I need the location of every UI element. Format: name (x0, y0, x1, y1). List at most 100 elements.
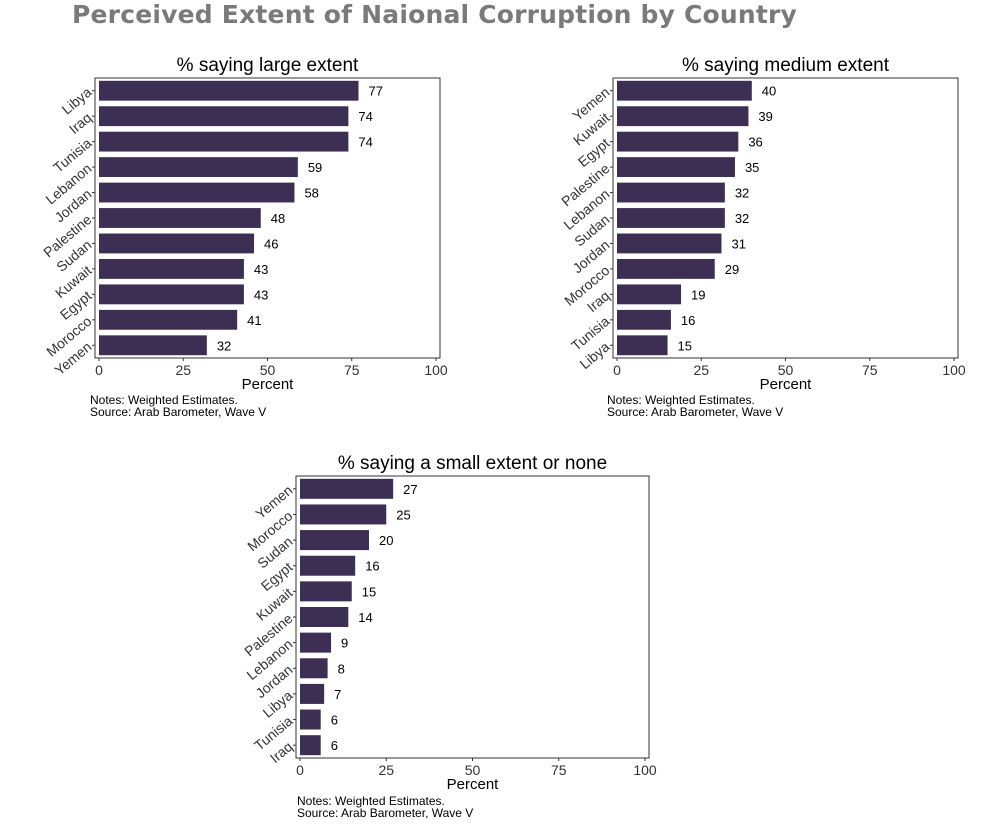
notes-large-extent: Notes: Weighted Estimates. Source: Arab … (90, 394, 266, 418)
bar (300, 478, 394, 499)
bar (99, 335, 207, 356)
bar (300, 607, 349, 627)
data-label: 29 (725, 262, 739, 277)
bar (617, 233, 722, 254)
x-tick-label: 75 (862, 362, 878, 378)
data-label: 43 (254, 262, 268, 277)
source-text: Source: Arab Barometer, Wave V (607, 405, 784, 419)
x-tick-label: 100 (633, 762, 657, 778)
data-label: 20 (379, 533, 393, 548)
data-label: 14 (358, 610, 372, 625)
chart-title: % saying large extent (177, 55, 359, 76)
data-label: 8 (338, 661, 345, 676)
source-text: Source: Arab Barometer, Wave V (90, 405, 267, 419)
notes-text: Notes: Weighted Estimates. (607, 393, 755, 407)
bar (617, 284, 682, 305)
data-label: 40 (762, 84, 776, 99)
bar (300, 683, 325, 704)
x-tick-label: 25 (693, 362, 709, 378)
data-label: 77 (368, 84, 382, 99)
data-label: 16 (681, 313, 695, 328)
chart-title: % saying medium extent (682, 55, 890, 76)
data-label: 6 (331, 713, 338, 728)
data-label: 35 (745, 160, 759, 175)
bar (300, 709, 321, 730)
x-tick-label: 25 (175, 362, 191, 378)
data-label: 27 (403, 482, 417, 497)
bar (99, 106, 349, 127)
bar (617, 258, 715, 279)
data-label: 58 (304, 186, 318, 201)
bar (617, 106, 749, 127)
bar (300, 504, 387, 525)
chart-medium-extent: % saying medium extent 40 Yemen 39 Kuwait 36 E… (530, 50, 966, 395)
notes-text: Notes: Weighted Estimates. (297, 794, 445, 808)
x-tick-label: 100 (424, 362, 448, 378)
x-axis-label: Percent (760, 376, 813, 393)
data-label: 6 (331, 738, 338, 753)
bar (617, 335, 668, 356)
data-label: 43 (254, 287, 268, 302)
data-label: 39 (758, 109, 772, 124)
bar (617, 157, 735, 178)
bar (99, 157, 298, 178)
bar (99, 80, 359, 101)
data-label: 48 (271, 211, 285, 226)
bar (300, 581, 352, 602)
bar (99, 233, 255, 254)
data-label: 15 (678, 338, 692, 353)
data-label: 7 (334, 687, 341, 702)
data-label: 25 (396, 507, 410, 522)
x-tick-label: 75 (344, 362, 360, 378)
bar (617, 208, 725, 228)
data-label: 41 (247, 313, 261, 328)
x-tick-label: 25 (378, 762, 394, 778)
bar (300, 735, 321, 756)
bar (617, 309, 671, 330)
chart-title: % saying a small extent or none (338, 453, 607, 474)
source-text: Source: Arab Barometer, Wave V (297, 806, 474, 820)
notes-small-extent: Notes: Weighted Estimates. Source: Arab … (297, 795, 473, 819)
data-label: 32 (735, 211, 749, 226)
x-tick-label: 0 (613, 362, 621, 378)
data-label: 36 (748, 135, 762, 150)
chart-large-extent: % saying large extent 77 Libya 74 Iraq 74 Tuni… (20, 50, 448, 395)
data-label: 15 (362, 584, 376, 599)
x-tick-label: 0 (95, 362, 103, 378)
main-title: Perceived Extent of Naional Corruption b… (72, 0, 798, 29)
notes-medium-extent: Notes: Weighted Estimates. Source: Arab … (607, 394, 783, 418)
data-label: 16 (365, 559, 379, 574)
data-label: 19 (691, 287, 705, 302)
bar (99, 309, 238, 330)
bar (99, 284, 244, 305)
x-tick-label: 50 (260, 362, 276, 378)
notes-text: Notes: Weighted Estimates. (90, 393, 238, 407)
bar (99, 131, 349, 152)
x-tick-label: 50 (465, 762, 481, 778)
bar (300, 632, 332, 653)
chart-small-extent: % saying a small extent or none 27 Yemen 25… (228, 448, 658, 793)
data-label: 31 (731, 236, 745, 251)
x-tick-label: 75 (551, 762, 567, 778)
bar (99, 208, 261, 228)
data-label: 32 (735, 186, 749, 201)
x-tick-label: 100 (942, 362, 966, 378)
bar (617, 80, 752, 101)
data-label: 74 (358, 135, 372, 150)
x-tick-label: 50 (778, 362, 794, 378)
data-label: 9 (341, 636, 348, 651)
data-label: 59 (308, 160, 322, 175)
y-tick-label: Libya (59, 84, 95, 118)
data-label: 74 (358, 109, 372, 124)
bar (617, 182, 725, 203)
x-axis-label: Percent (242, 376, 295, 393)
bar (617, 131, 739, 152)
bar (99, 258, 244, 279)
bar (300, 658, 328, 679)
data-label: 32 (217, 338, 231, 353)
data-label: 46 (264, 236, 278, 251)
x-axis-label: Percent (447, 776, 500, 793)
